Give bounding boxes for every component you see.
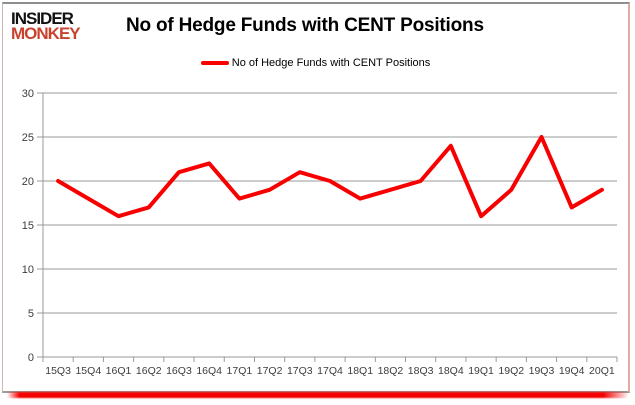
- svg-text:5: 5: [28, 308, 34, 320]
- svg-text:17Q2: 17Q2: [257, 365, 283, 377]
- gridlines: [37, 92, 617, 358]
- svg-text:20Q1: 20Q1: [589, 365, 615, 377]
- legend-line-swatch: [200, 61, 229, 65]
- x-axis-labels: 15Q3 15Q4 16Q1 16Q2 16Q3 16Q4 17Q1 17Q2 17Q3 17Q4…: [45, 365, 615, 377]
- x-axis-ticks: [42, 357, 618, 362]
- line-chart: 0 5 10 15 20 25 30 15Q3 15Q4 16Q1 16Q2 16Q3 16Q4 17Q1…: [22, 88, 618, 377]
- logo-text-insider: INSIDER: [11, 9, 74, 28]
- svg-text:18Q1: 18Q1: [347, 365, 373, 377]
- svg-text:19Q1: 19Q1: [468, 365, 494, 377]
- svg-text:10: 10: [22, 264, 34, 276]
- svg-text:16Q4: 16Q4: [196, 365, 222, 377]
- svg-text:17Q4: 17Q4: [317, 365, 343, 377]
- chart-frame: INSIDER MONKEY No of Hedge Funds with CE…: [2, 2, 630, 393]
- svg-text:18Q3: 18Q3: [408, 365, 434, 377]
- svg-text:18Q4: 18Q4: [438, 365, 464, 377]
- bottom-red-bar: [7, 392, 628, 398]
- y-axis-labels: 0 5 10 15 20 25 30: [22, 88, 34, 364]
- svg-text:16Q3: 16Q3: [166, 365, 192, 377]
- svg-text:0: 0: [28, 352, 34, 364]
- page-title: No of Hedge Funds with CENT Positions: [126, 15, 484, 36]
- svg-text:19Q2: 19Q2: [498, 365, 524, 377]
- svg-text:16Q2: 16Q2: [136, 365, 162, 377]
- legend: No of Hedge Funds with CENT Positions: [3, 57, 628, 69]
- svg-text:19Q4: 19Q4: [559, 365, 585, 377]
- svg-text:30: 30: [22, 88, 34, 100]
- legend-label: No of Hedge Funds with CENT Positions: [231, 57, 431, 69]
- svg-text:17Q3: 17Q3: [287, 365, 313, 377]
- svg-text:16Q1: 16Q1: [106, 365, 132, 377]
- svg-text:25: 25: [22, 132, 34, 144]
- svg-text:15Q3: 15Q3: [45, 365, 71, 377]
- svg-text:19Q3: 19Q3: [529, 365, 555, 377]
- hedge-funds-series-line: [56, 135, 604, 219]
- svg-text:18Q2: 18Q2: [378, 365, 404, 377]
- svg-text:15: 15: [22, 220, 34, 232]
- insider-monkey-logo: INSIDER MONKEY: [11, 9, 81, 43]
- svg-text:15Q4: 15Q4: [75, 365, 101, 377]
- logo-text-monkey: MONKEY: [11, 24, 81, 43]
- svg-text:17Q1: 17Q1: [227, 365, 253, 377]
- svg-text:20: 20: [22, 176, 34, 188]
